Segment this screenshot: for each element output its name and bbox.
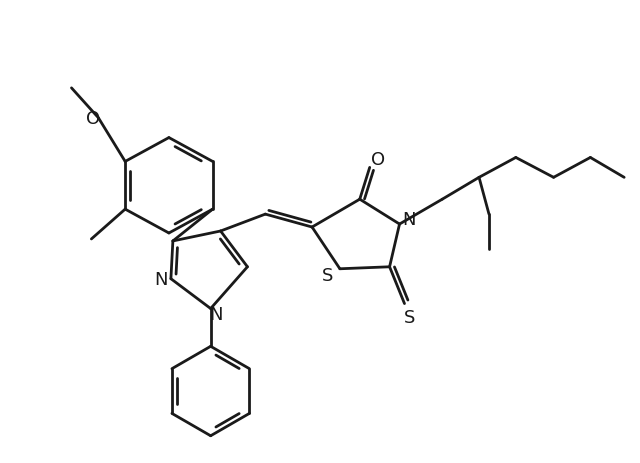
Text: O: O (371, 151, 385, 169)
Text: N: N (154, 270, 168, 288)
Text: N: N (403, 211, 416, 229)
Text: N: N (209, 305, 222, 323)
Text: S: S (404, 309, 415, 327)
Text: S: S (323, 266, 333, 284)
Text: O: O (86, 109, 100, 127)
